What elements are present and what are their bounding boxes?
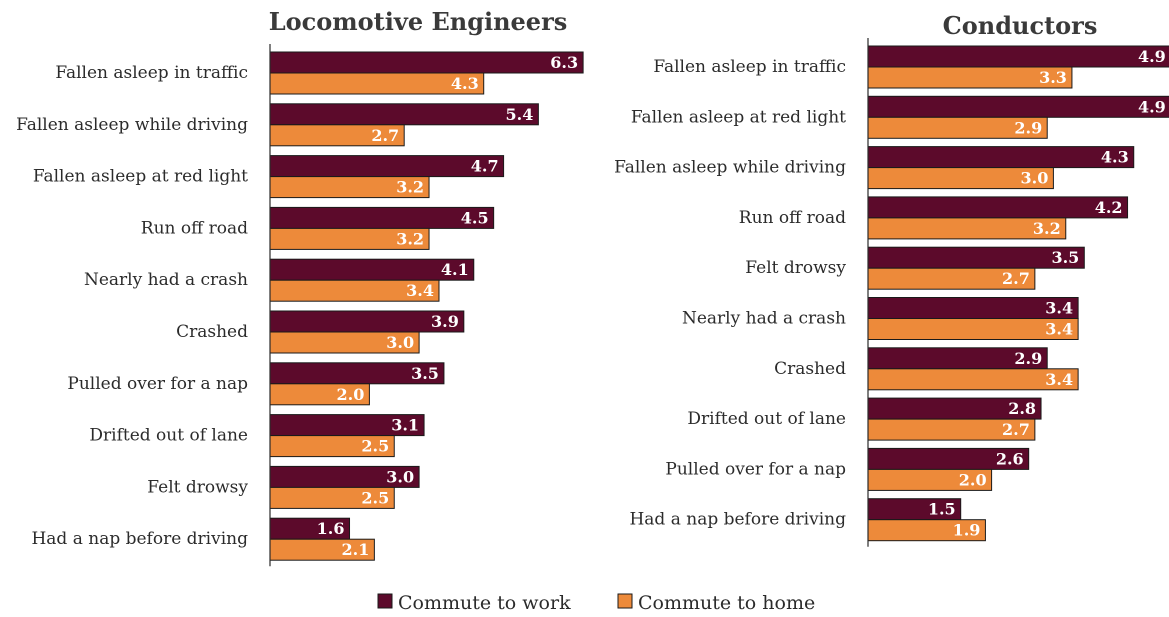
conductors-value-label-work: 4.3 xyxy=(1101,148,1129,167)
engineers-value-label-home: 2.0 xyxy=(337,385,365,404)
conductors-category-label: Drifted out of lane xyxy=(687,409,846,429)
legend-label-work: Commute to work xyxy=(398,592,571,614)
conductors-value-label-home: 3.3 xyxy=(1039,68,1067,87)
engineers-value-label-work: 3.5 xyxy=(411,364,439,383)
engineers-category-label: Fallen asleep while driving xyxy=(16,115,248,135)
engineers-value-label-home: 3.0 xyxy=(386,333,414,352)
conductors-value-label-home: 3.4 xyxy=(1045,320,1073,339)
engineers-value-label-home: 4.3 xyxy=(451,74,479,93)
conductors-value-label-work: 3.5 xyxy=(1051,248,1079,267)
engineers-value-label-work: 5.4 xyxy=(506,105,534,124)
conductors-bar-work xyxy=(867,95,1169,118)
conductors-value-label-work: 2.9 xyxy=(1014,349,1042,368)
conductors-value-label-home: 2.7 xyxy=(1002,269,1030,288)
conductors-value-label-work: 2.6 xyxy=(996,449,1024,468)
engineers-value-label-home: 3.4 xyxy=(406,281,434,300)
engineers-value-label-home: 3.2 xyxy=(396,229,424,248)
engineers-value-label-home: 2.5 xyxy=(361,437,389,456)
conductors-value-label-work: 4.9 xyxy=(1138,47,1166,66)
engineers-value-label-work: 6.3 xyxy=(550,53,578,72)
conductors-category-label: Fallen asleep at red light xyxy=(631,107,846,127)
conductors-category-label: Felt drowsy xyxy=(745,258,846,278)
conductors-value-label-work: 4.9 xyxy=(1138,97,1166,116)
engineers-bar-work xyxy=(269,103,539,126)
engineers-category-label: Crashed xyxy=(176,322,248,342)
engineers-bar-work xyxy=(269,155,505,178)
legend-swatch-home xyxy=(617,593,633,609)
conductors-value-label-home: 1.9 xyxy=(953,521,981,540)
legend-label-home: Commute to home xyxy=(638,592,815,614)
conductors-value-label-home: 3.4 xyxy=(1045,370,1073,389)
conductors-category-label: Fallen asleep while driving xyxy=(614,158,846,178)
conductors-category-label: Run off road xyxy=(739,208,846,228)
engineers-category-label: Nearly had a crash xyxy=(84,270,248,290)
conductors-category-label: Nearly had a crash xyxy=(682,309,846,329)
engineers-category-label: Pulled over for a nap xyxy=(67,374,248,394)
conductors-value-label-work: 4.2 xyxy=(1095,198,1123,217)
engineers-value-label-work: 3.0 xyxy=(386,467,414,486)
engineers-value-label-work: 4.1 xyxy=(441,260,469,279)
conductors-category-label: Crashed xyxy=(774,359,846,379)
engineers-value-label-work: 3.9 xyxy=(431,312,459,331)
conductors-category-label: Pulled over for a nap xyxy=(665,459,846,479)
conductors-value-label-work: 2.8 xyxy=(1008,399,1036,418)
engineers-category-label: Felt drowsy xyxy=(147,477,248,497)
conductors-value-label-home: 2.0 xyxy=(959,470,987,489)
conductors-value-label-home: 3.2 xyxy=(1033,219,1061,238)
conductors-value-label-home: 2.7 xyxy=(1002,420,1030,439)
conductors-bar-work xyxy=(867,146,1135,169)
engineers-value-label-work: 4.7 xyxy=(471,157,499,176)
engineers-value-label-work: 1.6 xyxy=(317,519,345,538)
conductors-category-label: Had a nap before driving xyxy=(629,510,846,530)
engineers-value-label-home: 2.7 xyxy=(371,126,399,145)
engineers-bar-panel: Fallen asleep in traffic 6.3 4.3 Fallen asl… xyxy=(16,44,584,567)
conductors-bar-work xyxy=(867,196,1129,219)
conductors-chart-title: Conductors xyxy=(943,11,1098,40)
engineers-value-label-home: 2.1 xyxy=(342,540,370,559)
engineers-value-label-home: 3.2 xyxy=(396,178,424,197)
conductors-bar-work xyxy=(867,45,1169,68)
engineers-chart-title: Locomotive Engineers xyxy=(269,7,567,36)
engineers-value-label-work: 3.1 xyxy=(391,416,419,435)
engineers-value-label-home: 2.5 xyxy=(361,488,389,507)
conductors-value-label-work: 1.5 xyxy=(928,500,956,519)
conductors-value-label-home: 2.9 xyxy=(1014,118,1042,137)
engineers-bar-work xyxy=(269,51,584,74)
conductors-bar-panel: Fallen asleep in traffic 4.9 3.3 Fallen asl… xyxy=(614,38,1169,547)
engineers-category-label: Fallen asleep in traffic xyxy=(55,63,248,83)
engineers-category-label: Run off road xyxy=(141,218,248,238)
engineers-category-label: Drifted out of lane xyxy=(89,426,248,446)
conductors-category-label: Fallen asleep in traffic xyxy=(653,57,846,77)
engineers-category-label: Had a nap before driving xyxy=(31,529,248,549)
legend-swatch-work xyxy=(377,593,393,609)
legend: Commute to work Commute to home xyxy=(377,592,815,614)
engineers-category-label: Fallen asleep at red light xyxy=(33,167,248,187)
conductors-value-label-work: 3.4 xyxy=(1045,299,1073,318)
conductors-value-label-home: 3.0 xyxy=(1021,169,1049,188)
engineers-value-label-work: 4.5 xyxy=(461,208,489,227)
